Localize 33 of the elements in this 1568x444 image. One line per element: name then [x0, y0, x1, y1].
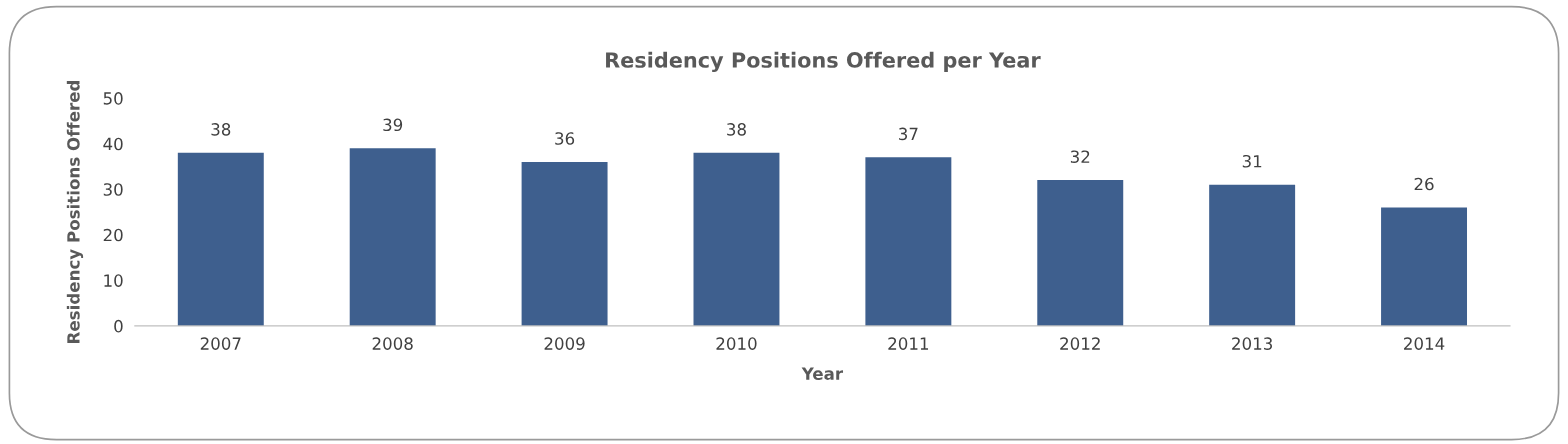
bar [1209, 184, 1296, 326]
chart-title: Residency Positions Offered per Year [606, 51, 1041, 73]
bar [865, 157, 952, 326]
bar [349, 148, 436, 326]
bar [693, 152, 780, 326]
bar [1381, 207, 1468, 326]
data-label: 36 [555, 132, 575, 145]
bar [521, 161, 608, 326]
y-tick-label: 10 [104, 274, 123, 287]
x-axis-title: Year [801, 367, 844, 380]
y-tick-label: 30 [103, 183, 123, 196]
data-label: 37 [899, 127, 918, 141]
bar [177, 152, 264, 326]
y-tick-label: 50 [103, 92, 123, 105]
data-label: 38 [727, 123, 746, 136]
data-label: 32 [1070, 150, 1090, 163]
data-label: 26 [1414, 177, 1434, 191]
data-label: 31 [1242, 154, 1262, 168]
x-tick-label: 2012 [1060, 337, 1100, 350]
x-tick-label: 2009 [544, 337, 585, 350]
bar [1037, 180, 1124, 326]
x-tick-label: 2010 [716, 337, 757, 350]
x-tick-label: 2008 [372, 337, 413, 350]
x-tick-label: 2014 [1404, 337, 1445, 350]
data-label: 39 [383, 118, 403, 132]
y-tick-label: 0 [114, 319, 123, 333]
y-tick-label: 20 [103, 228, 123, 242]
y-tick-label: 40 [103, 137, 123, 151]
data-label: 38 [211, 123, 231, 136]
y-axis-title: Residency Positions Offered [66, 80, 84, 343]
x-tick-label: 2013 [1232, 337, 1273, 350]
x-tick-label: 2011 [888, 337, 929, 350]
x-tick-label: 2007 [200, 337, 241, 350]
